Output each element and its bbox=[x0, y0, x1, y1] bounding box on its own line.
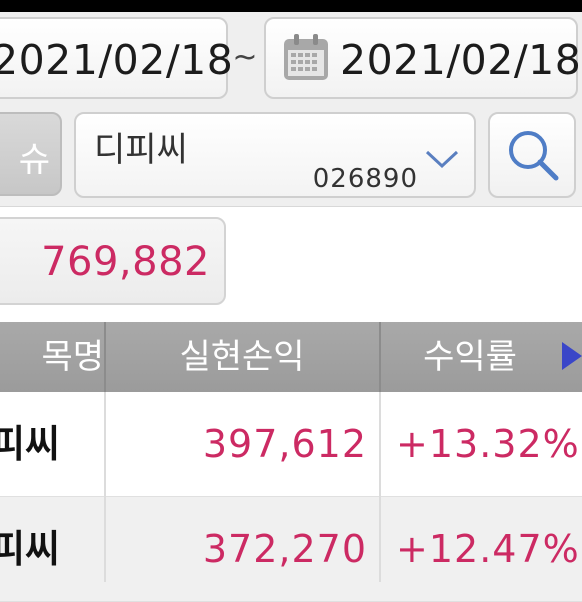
table-header: 목명 실현손익 수익률 bbox=[0, 322, 582, 392]
summary-row: 769,882 bbox=[0, 207, 582, 322]
total-realized-pl-box: 769,882 bbox=[0, 217, 226, 305]
table-body: 피씨 397,612 +13.32% 피씨 372,270 +12.47% bbox=[0, 392, 582, 602]
next-arrow-icon[interactable] bbox=[562, 342, 582, 370]
header-divider bbox=[379, 322, 381, 392]
stock-code: 026890 bbox=[312, 164, 418, 194]
stock-name: 디피씨 bbox=[94, 130, 188, 170]
row-stock-name: 피씨 bbox=[0, 527, 60, 571]
category-button[interactable]: 슈 bbox=[0, 112, 62, 196]
header-divider bbox=[104, 322, 106, 392]
start-date-value: 2021/02/18 bbox=[0, 36, 234, 84]
status-bar-edge bbox=[0, 0, 582, 12]
header-realized-pl: 실현손익 bbox=[179, 337, 305, 377]
header-return-rate: 수익률 bbox=[423, 337, 517, 377]
row-realized-pl: 397,612 bbox=[202, 422, 367, 466]
category-button-label: 슈 bbox=[18, 140, 50, 180]
stock-selector[interactable]: 디피씨 026890 bbox=[74, 112, 476, 198]
search-icon bbox=[509, 131, 559, 181]
row-stock-name: 피씨 bbox=[0, 422, 60, 466]
row-realized-pl: 372,270 bbox=[202, 527, 367, 571]
search-button[interactable] bbox=[488, 112, 576, 198]
end-date-field[interactable]: 2021/02/18 bbox=[264, 17, 582, 99]
column-divider bbox=[379, 392, 381, 582]
row-return-rate: +12.47% bbox=[396, 527, 580, 571]
start-date-field[interactable]: 2021/02/18 bbox=[0, 17, 233, 99]
stock-search-bar: 슈 디피씨 026890 bbox=[0, 106, 582, 207]
chevron-down-icon bbox=[425, 150, 459, 169]
table-row[interactable]: 피씨 372,270 +12.47% bbox=[0, 497, 582, 602]
calendar-icon[interactable] bbox=[282, 32, 330, 82]
date-range-separator: ~ bbox=[232, 40, 258, 75]
table-row[interactable]: 피씨 397,612 +13.32% bbox=[0, 392, 582, 497]
total-realized-pl-value: 769,882 bbox=[41, 239, 210, 285]
column-divider bbox=[104, 392, 106, 582]
row-return-rate: +13.32% bbox=[396, 422, 580, 466]
end-date-value: 2021/02/18 bbox=[340, 36, 582, 84]
header-stock-name: 목명 bbox=[41, 337, 104, 377]
